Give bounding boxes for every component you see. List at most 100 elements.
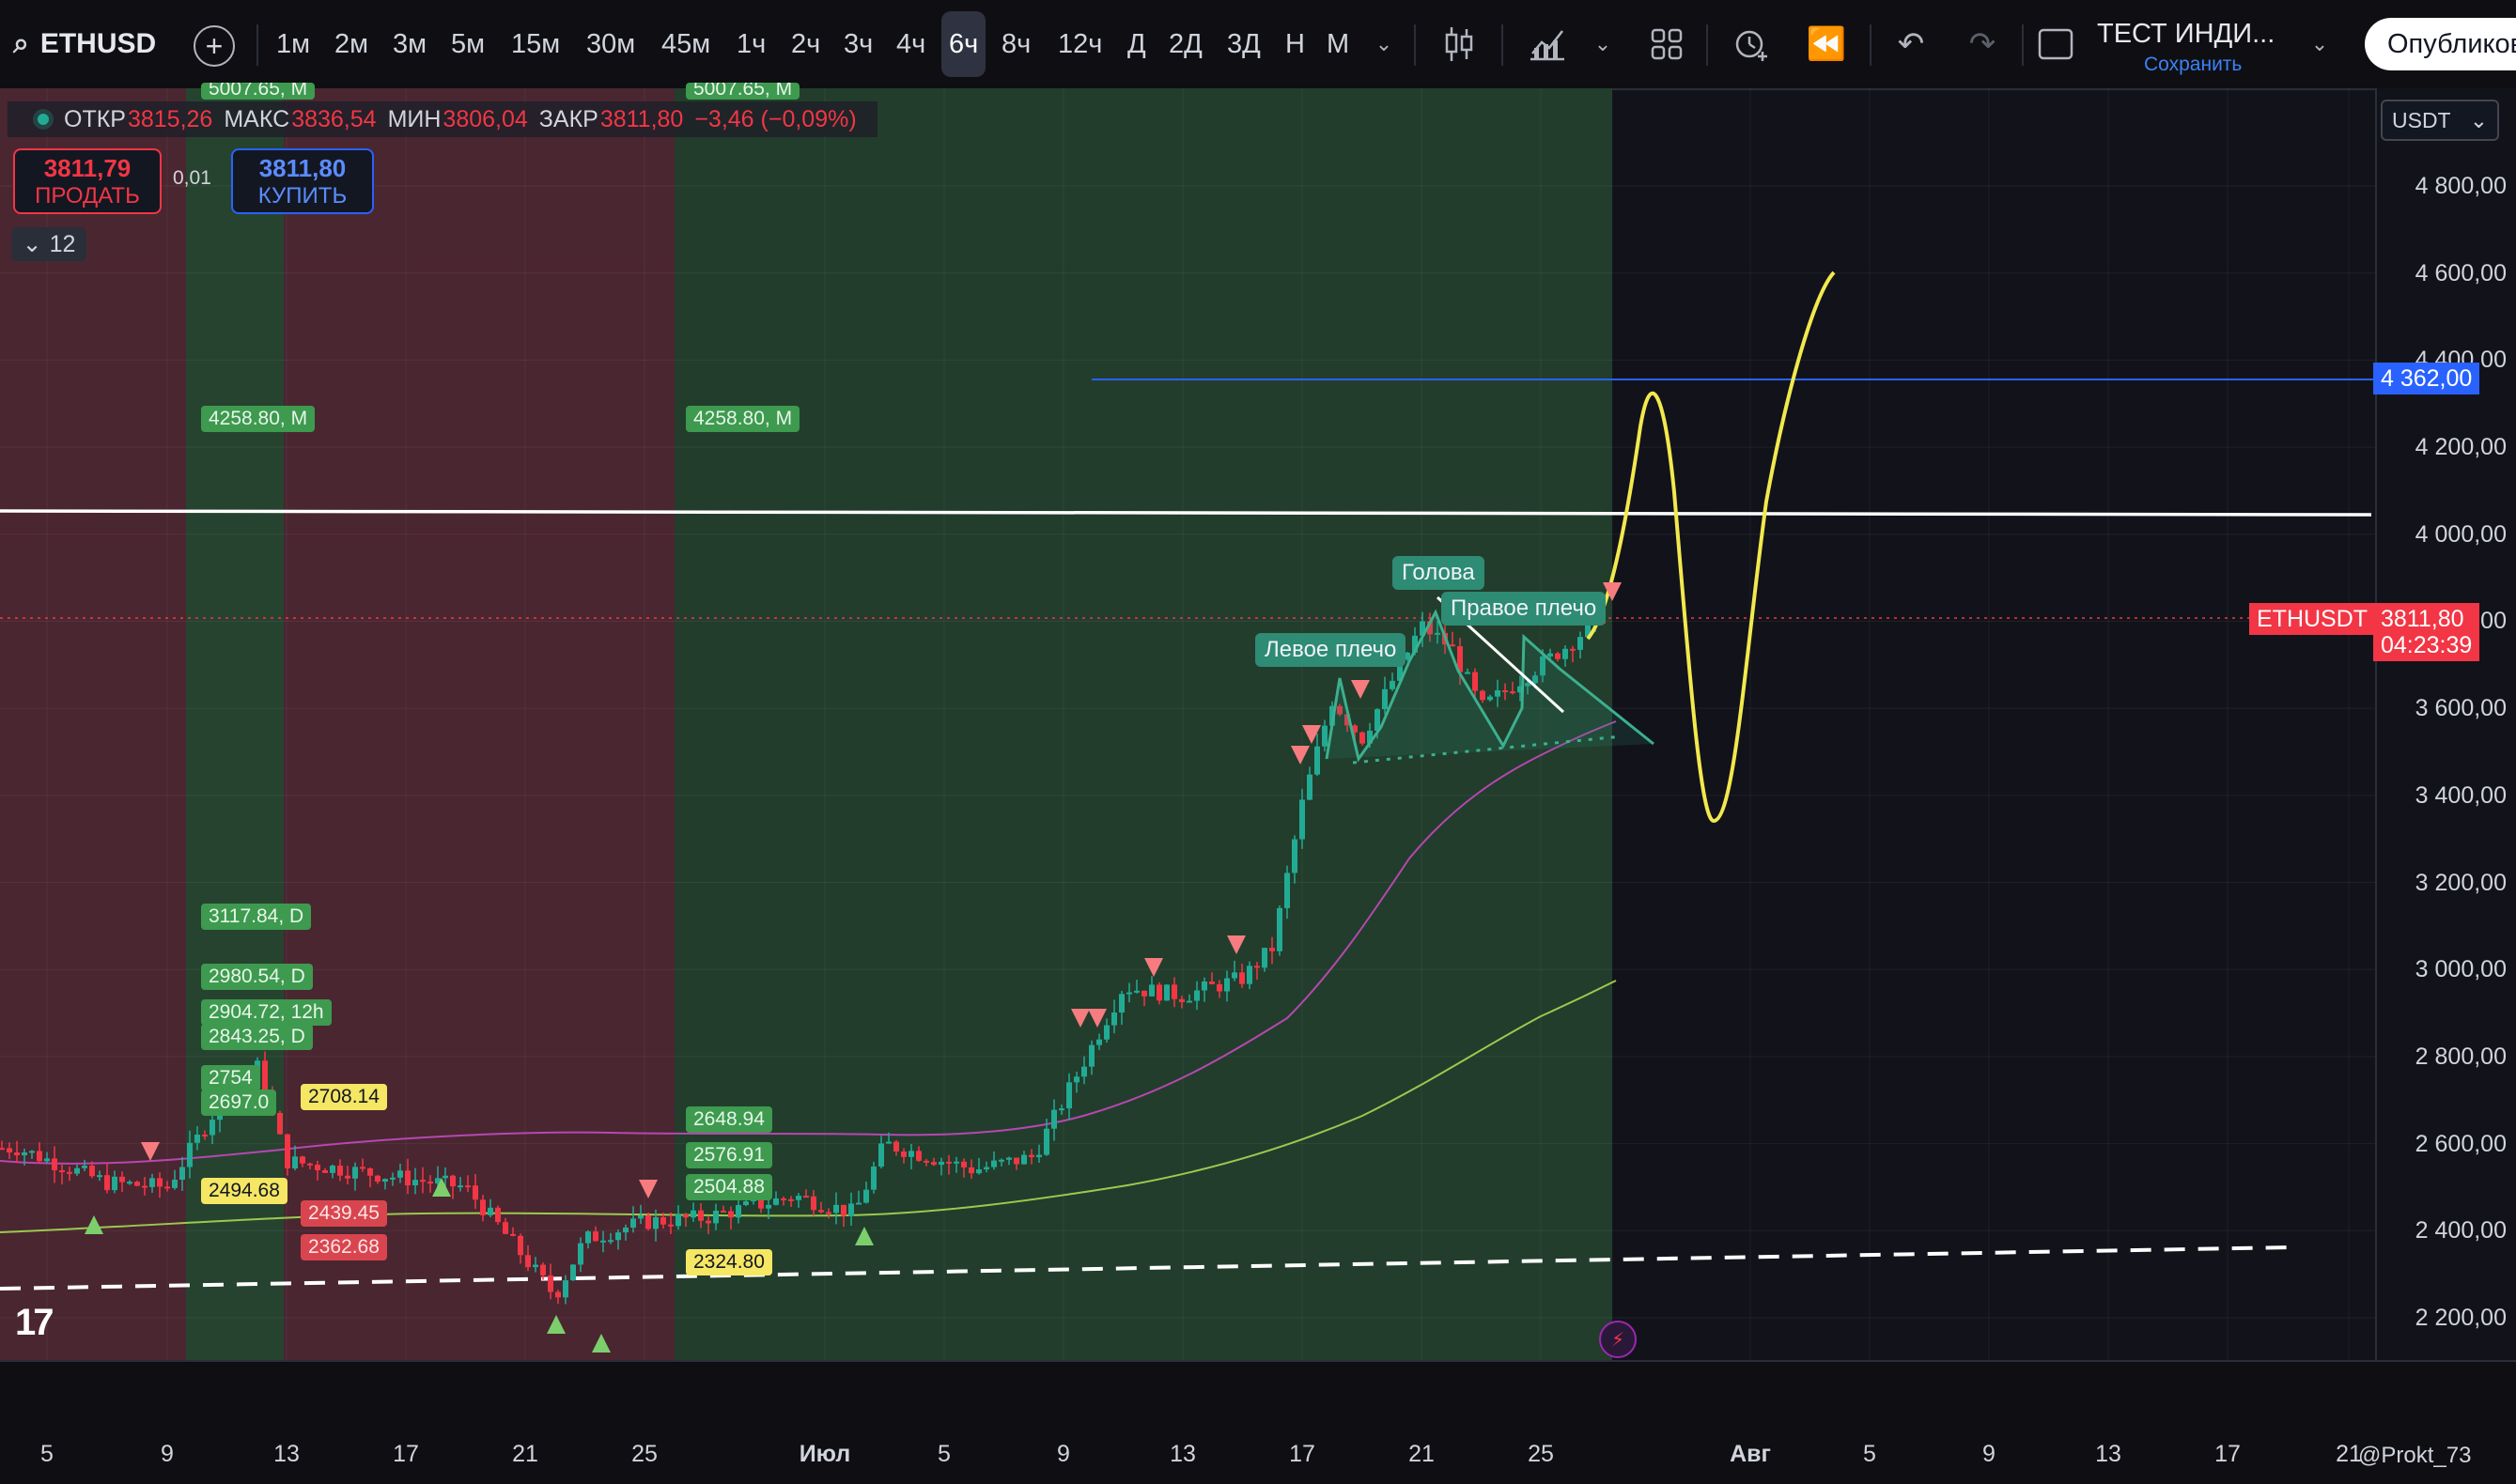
alert-add-icon[interactable] xyxy=(1731,11,1772,77)
save-link[interactable]: Сохранить xyxy=(2144,54,2243,75)
candle xyxy=(1172,977,1177,1008)
timeframe-3m[interactable]: 3м xyxy=(393,28,427,59)
support-trendline[interactable] xyxy=(0,1245,2293,1291)
chevron-down-icon: ⌄ xyxy=(2469,107,2488,132)
candle xyxy=(202,1130,208,1140)
author-tag: @Prokt_73 xyxy=(2358,1443,2472,1468)
time-tick: 25 xyxy=(1528,1441,1554,1467)
candle xyxy=(548,1263,553,1300)
candle xyxy=(315,1160,320,1181)
timeframe-12h[interactable]: 12ч xyxy=(1058,28,1103,59)
timeframe-2m[interactable]: 2м xyxy=(334,28,369,59)
candle xyxy=(841,1204,846,1228)
timeframe-2h[interactable]: 2ч xyxy=(791,28,821,59)
candle xyxy=(59,1164,65,1185)
candles-icon[interactable] xyxy=(1437,11,1481,77)
price-chart[interactable] xyxy=(0,88,2375,1360)
candle xyxy=(1142,990,1147,1007)
time-tick: Авг xyxy=(1730,1441,1771,1467)
buy-signal-marker xyxy=(855,1227,874,1245)
candle xyxy=(901,1148,907,1164)
sell-button[interactable]: 3811,79 ПРОДАТЬ xyxy=(13,148,162,214)
right-shoulder-label[interactable]: Правое плечо xyxy=(1441,592,1607,626)
candle xyxy=(668,1212,674,1234)
timeframe-45m[interactable]: 45м xyxy=(661,28,711,59)
compare-add-icon[interactable]: + xyxy=(194,25,235,67)
price-tick: 4 200,00 xyxy=(2415,434,2507,461)
timeframe-4h[interactable]: 4ч xyxy=(896,28,926,59)
candle xyxy=(615,1229,621,1250)
time-tick: 9 xyxy=(1057,1441,1070,1467)
candle xyxy=(405,1158,411,1195)
indicators-icon[interactable] xyxy=(1526,11,1569,77)
close-value: 3811,80 xyxy=(599,105,684,132)
chevron-down-icon[interactable]: ⌄ xyxy=(2310,32,2329,55)
timeframe-week[interactable]: Н xyxy=(1285,28,1305,59)
symbol-search[interactable]: ⌕ ETHUSD xyxy=(13,0,156,88)
layout-grid-icon[interactable] xyxy=(1646,11,1687,77)
indicators-toggle[interactable]: ⌄ 12 xyxy=(11,227,86,261)
projection-curve[interactable] xyxy=(1586,271,1836,824)
timeframe-15m[interactable]: 15м xyxy=(511,28,561,59)
candle xyxy=(999,1158,1004,1167)
fullscreen-box-icon[interactable] xyxy=(2035,11,2076,77)
candle xyxy=(909,1143,914,1169)
timeframe-5m[interactable]: 5м xyxy=(451,28,486,59)
timeframe-6h[interactable]: 6ч xyxy=(941,11,986,77)
chart-pane[interactable]: ОТКР 3815,26 МАКС 3836,54 МИН 3806,04 ЗА… xyxy=(0,83,2375,1360)
chevron-down-icon[interactable]: ⌄ xyxy=(1374,32,1393,55)
candle xyxy=(345,1166,350,1185)
level-label: 2697.0 xyxy=(201,1090,277,1116)
layout-name[interactable]: ТЕСТ ИНДИ... Сохранить xyxy=(2097,19,2275,76)
timeframe-1h[interactable]: 1ч xyxy=(737,28,767,59)
left-shoulder-label[interactable]: Левое плечо xyxy=(1255,633,1406,667)
candle xyxy=(638,1204,644,1225)
timeframe-3h[interactable]: 3ч xyxy=(844,28,874,59)
candle xyxy=(1547,648,1553,660)
open-value: 3815,26 xyxy=(127,105,213,132)
candle xyxy=(172,1169,178,1190)
candle xyxy=(375,1174,381,1184)
candle xyxy=(871,1161,877,1194)
buy-button[interactable]: 3811,80 КУПИТЬ xyxy=(231,148,374,214)
candle xyxy=(1570,645,1576,663)
time-tick: 21 xyxy=(2336,1441,2362,1467)
timeframe-3d[interactable]: 3Д xyxy=(1227,28,1261,59)
price-scale[interactable]: 4 800,00 4 600,00 4 400,00 4 200,00 4 000,00… xyxy=(2375,88,2516,1360)
candle xyxy=(210,1114,215,1145)
candle xyxy=(1149,976,1155,997)
head-label[interactable]: Голова xyxy=(1392,556,1484,590)
timeframe-30m[interactable]: 30м xyxy=(586,28,636,59)
candle xyxy=(976,1157,982,1175)
price-tick: 3 200,00 xyxy=(2415,869,2507,896)
chevron-down-icon[interactable]: ⌄ xyxy=(1593,32,1612,55)
chevron-down-icon: ⌄ xyxy=(22,231,42,257)
hs-pattern-shape[interactable] xyxy=(1325,609,1654,763)
timeframe-month[interactable]: М xyxy=(1327,28,1350,59)
replay-icon[interactable]: ⏪ xyxy=(1806,26,1847,62)
candle xyxy=(300,1155,305,1167)
price-tick: 4 000,00 xyxy=(2415,520,2507,548)
redo-icon[interactable]: ↷ xyxy=(1968,26,1996,62)
candle xyxy=(630,1206,636,1233)
lightning-icon[interactable]: ⚡ xyxy=(1599,1321,1637,1358)
timeframe-2d[interactable]: 2Д xyxy=(1169,28,1203,59)
candle xyxy=(863,1182,869,1204)
price-tick: 2 200,00 xyxy=(2415,1305,2507,1331)
currency-select[interactable]: USDT ⌄ xyxy=(2381,100,2499,141)
publish-button[interactable]: Опубликов xyxy=(2365,18,2516,70)
level-line-4060[interactable] xyxy=(0,509,2372,517)
candle xyxy=(1495,679,1500,707)
candle xyxy=(931,1157,937,1167)
candle xyxy=(352,1162,358,1191)
timeframe-1m[interactable]: 1м xyxy=(276,28,311,59)
currency-value: USDT xyxy=(2392,107,2451,132)
undo-icon[interactable]: ↶ xyxy=(1897,26,1925,62)
timeframe-1d[interactable]: Д xyxy=(1127,28,1146,59)
spread-value: 0,01 xyxy=(173,167,211,189)
timeframe-8h[interactable]: 8ч xyxy=(1002,28,1032,59)
candle xyxy=(788,1196,794,1207)
candle xyxy=(292,1145,298,1171)
time-axis[interactable]: 5 9 13 17 21 25 Июл 5 9 13 17 21 25 Авг 5 9 13 17 21 xyxy=(0,1360,2516,1484)
candle xyxy=(97,1170,102,1182)
